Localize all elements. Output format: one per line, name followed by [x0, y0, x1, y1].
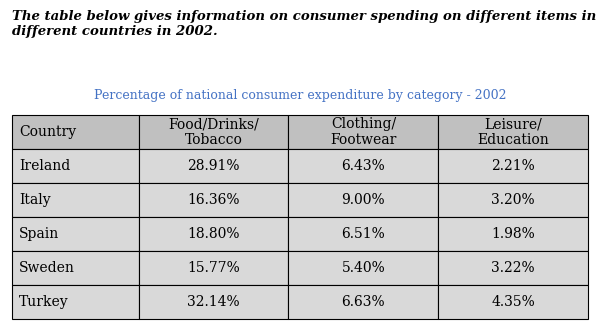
Bar: [139, 183, 289, 217]
Text: Food/Drinks/
Tobacco: Food/Drinks/ Tobacco: [168, 117, 259, 148]
Bar: [438, 217, 588, 251]
Bar: [139, 285, 289, 318]
Bar: [139, 251, 289, 285]
Text: 4.35%: 4.35%: [491, 294, 535, 308]
Bar: [12, 217, 139, 251]
Text: 6.51%: 6.51%: [341, 227, 385, 241]
Text: Italy: Italy: [19, 193, 51, 207]
Text: Spain: Spain: [19, 227, 59, 241]
Text: 5.40%: 5.40%: [341, 261, 385, 275]
Text: Turkey: Turkey: [19, 294, 69, 308]
Text: Sweden: Sweden: [19, 261, 75, 275]
Bar: [12, 149, 139, 183]
Text: 9.00%: 9.00%: [341, 193, 385, 207]
Text: 1.98%: 1.98%: [491, 227, 535, 241]
Text: Percentage of national consumer expenditure by category - 2002: Percentage of national consumer expendit…: [94, 89, 506, 102]
Text: 16.36%: 16.36%: [187, 193, 240, 207]
Text: 2.21%: 2.21%: [491, 159, 535, 173]
Text: 6.43%: 6.43%: [341, 159, 385, 173]
Bar: [289, 251, 438, 285]
Text: 3.20%: 3.20%: [491, 193, 535, 207]
Bar: [12, 285, 139, 318]
Bar: [12, 183, 139, 217]
Bar: [289, 183, 438, 217]
Text: 28.91%: 28.91%: [187, 159, 240, 173]
Text: Clothing/
Footwear: Clothing/ Footwear: [330, 117, 397, 148]
Bar: [438, 115, 588, 149]
Text: Ireland: Ireland: [19, 159, 70, 173]
Bar: [139, 115, 289, 149]
Bar: [438, 285, 588, 318]
Bar: [289, 285, 438, 318]
Bar: [438, 149, 588, 183]
Bar: [438, 251, 588, 285]
Bar: [12, 115, 139, 149]
Text: The table below gives information on consumer spending on different items in fiv: The table below gives information on con…: [12, 10, 600, 38]
Bar: [289, 149, 438, 183]
Text: 32.14%: 32.14%: [187, 294, 240, 308]
Bar: [438, 183, 588, 217]
Text: 18.80%: 18.80%: [187, 227, 240, 241]
Text: 15.77%: 15.77%: [187, 261, 240, 275]
Text: Country: Country: [19, 125, 76, 139]
Bar: [289, 115, 438, 149]
Bar: [139, 217, 289, 251]
Bar: [12, 251, 139, 285]
Bar: [139, 149, 289, 183]
Text: Leisure/
Education: Leisure/ Education: [477, 117, 549, 148]
Text: 3.22%: 3.22%: [491, 261, 535, 275]
Bar: [289, 217, 438, 251]
Text: 6.63%: 6.63%: [341, 294, 385, 308]
